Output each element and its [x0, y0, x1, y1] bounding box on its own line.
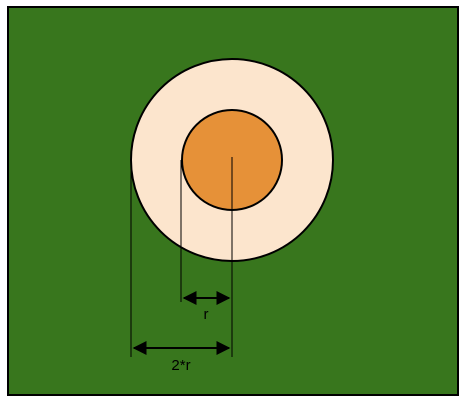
outer-radius-label: 2*r: [171, 357, 190, 374]
inner-radius-label: r: [204, 306, 209, 323]
